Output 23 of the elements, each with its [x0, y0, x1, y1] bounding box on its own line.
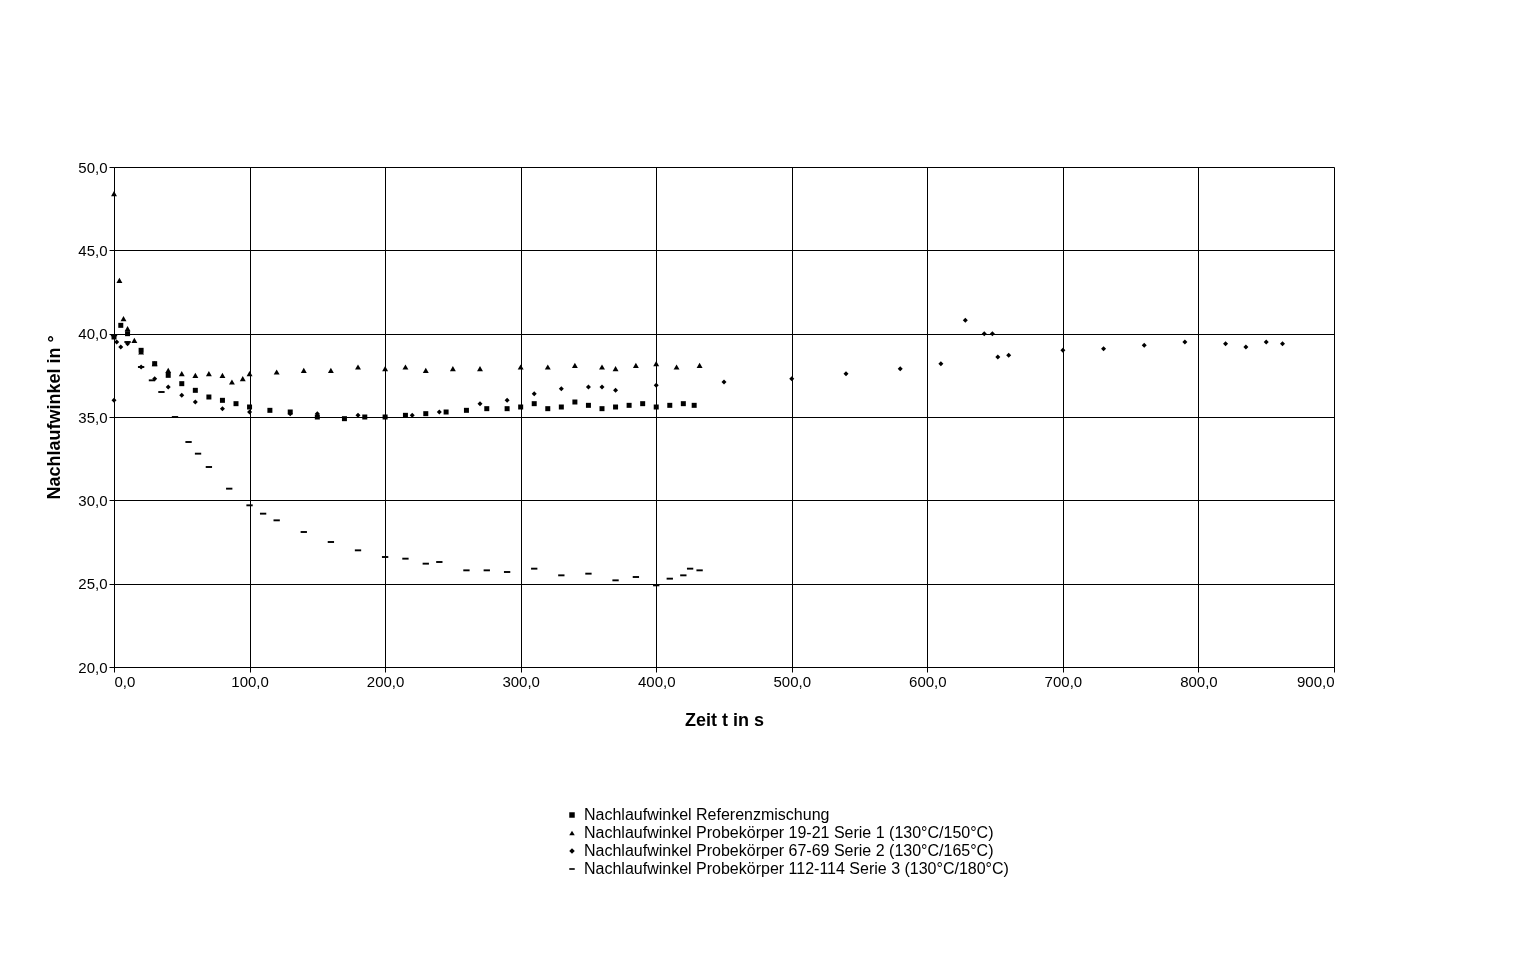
y-tick-label: 50,0 [78, 158, 108, 176]
x-tick-label: 800,0 [1180, 672, 1218, 690]
x-tick-label: 0,0 [114, 672, 136, 690]
x-tick-label: 700,0 [1044, 672, 1083, 690]
x-tick-label: 600,0 [909, 672, 947, 690]
legend-label: Nachlaufwinkel Probekörper 19-21 Serie 1 (130°C/150°C) [584, 824, 994, 841]
legend-label: Nachlaufwinkel Probekörper 67-69 Serie 2 (130°C/165°C) [584, 842, 994, 859]
legend-label: Nachlaufwinkel Referenzmischung [584, 806, 830, 823]
x-tick-label: 200,0 [366, 672, 405, 690]
y-tick-label: 40,0 [78, 325, 108, 343]
y-tick-label: 35,0 [78, 408, 108, 426]
x-tick-label: 300,0 [502, 672, 540, 690]
y-tick-label: 20,0 [78, 658, 108, 676]
y-tick-label: 25,0 [78, 575, 108, 593]
x-tick-label: 900,0 [1296, 672, 1335, 690]
y-tick-label: 45,0 [78, 241, 108, 259]
x-tick-label: 500,0 [773, 672, 812, 690]
legend-label: Nachlaufwinkel Probekörper 112-114 Serie 3 (130°C/180°C) [584, 860, 1009, 877]
x-tick-label: 400,0 [637, 672, 676, 690]
y-tick-label: 30,0 [78, 491, 108, 509]
x-tick-label: 100,0 [231, 672, 269, 690]
y-axis-title: Nachlaufwinkel in ° [44, 335, 65, 500]
x-axis-title: Zeit t in s [684, 709, 765, 730]
